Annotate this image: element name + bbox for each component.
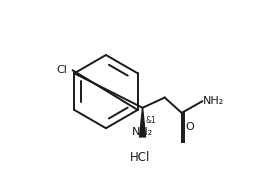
Text: NH₂: NH₂ [203,96,224,106]
Text: HCl: HCl [130,151,150,164]
Polygon shape [139,107,146,138]
Text: Cl: Cl [57,65,68,75]
Text: O: O [185,122,194,132]
Text: NH₂: NH₂ [132,127,153,137]
Text: &1: &1 [146,116,156,125]
